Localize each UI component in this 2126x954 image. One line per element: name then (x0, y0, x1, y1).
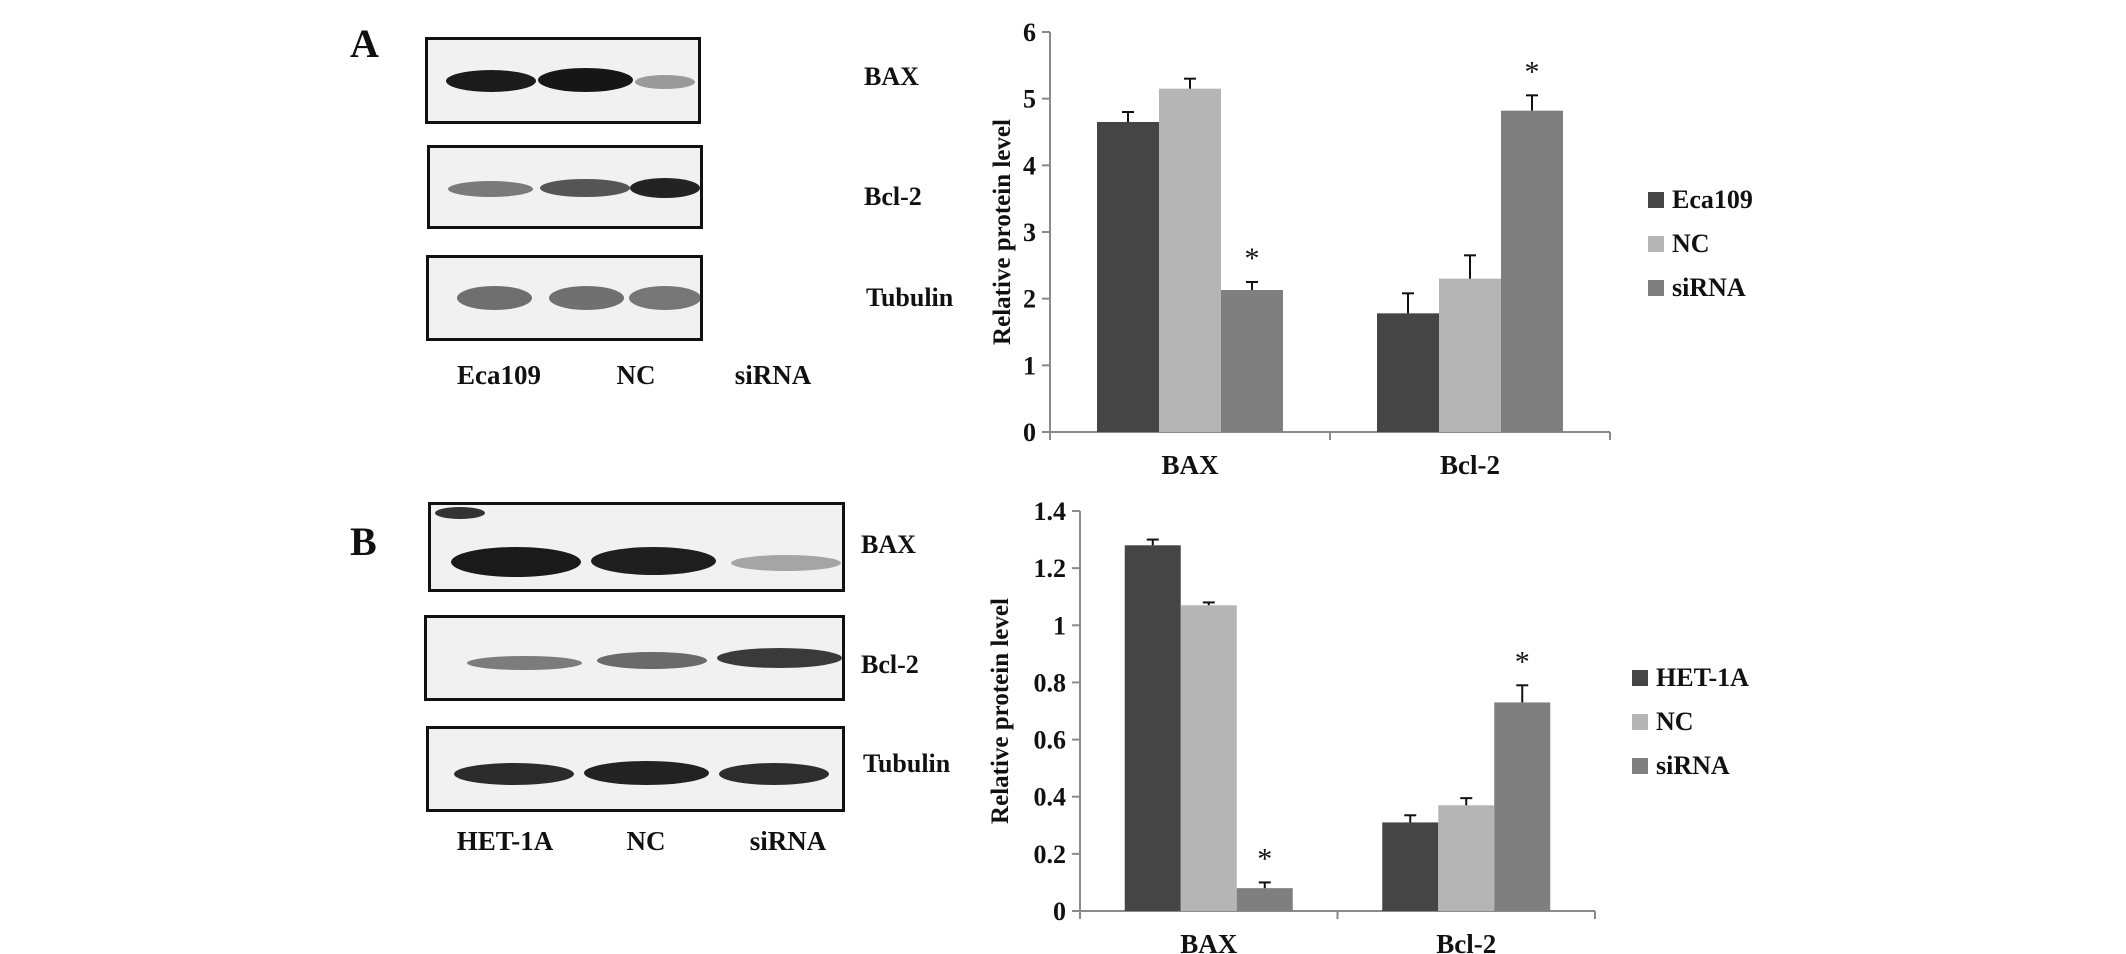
band (457, 286, 532, 310)
x-tick-label: Bcl-2 (1436, 929, 1496, 954)
y-tick-label: 0.2 (1034, 840, 1067, 869)
bar (1097, 122, 1159, 432)
bar (1180, 605, 1237, 911)
legend-label: NC (1672, 229, 1710, 258)
legend-swatch (1632, 758, 1648, 774)
band (454, 763, 574, 785)
y-tick-label: 1.2 (1034, 554, 1067, 583)
y-tick-label: 0.4 (1034, 783, 1067, 812)
band (549, 286, 624, 310)
bar (1159, 88, 1221, 433)
y-tick-label: 1.4 (1034, 497, 1067, 526)
legend-label: Eca109 (1672, 185, 1753, 214)
bar (1439, 278, 1501, 432)
blot-b-bcl2 (424, 615, 845, 701)
band (446, 70, 536, 92)
significance-marker: * (1515, 645, 1530, 678)
lane-label: HET-1A (456, 826, 554, 856)
blot-label-bcl2: Bcl-2 (864, 182, 922, 211)
band (467, 656, 582, 670)
y-tick-label: 2 (1023, 285, 1036, 314)
x-tick-label: BAX (1161, 450, 1219, 480)
blot-label-tubulin: Tubulin (866, 283, 954, 312)
bar (1221, 290, 1283, 432)
lane-label: siRNA (734, 360, 812, 390)
legend-swatch (1648, 236, 1664, 252)
band (538, 68, 633, 92)
band (584, 761, 709, 785)
blot-label-bax: BAX (864, 62, 919, 91)
panel-letter-a: A (350, 21, 379, 66)
blot-a-bcl2 (427, 145, 703, 229)
significance-marker: * (1525, 55, 1540, 88)
band (719, 763, 829, 785)
blot-b-tubulin (426, 726, 845, 812)
legend-swatch (1648, 280, 1664, 296)
y-tick-label: 0 (1053, 897, 1066, 926)
y-tick-label: 4 (1023, 151, 1036, 180)
lane-label: Eca109 (457, 360, 541, 390)
y-tick-label: 1 (1023, 351, 1036, 380)
significance-marker: * (1257, 842, 1272, 875)
x-tick-label: Bcl-2 (1440, 450, 1500, 480)
legend-label: siRNA (1672, 273, 1746, 302)
y-tick-label: 0 (1023, 418, 1036, 447)
bar (1377, 313, 1439, 432)
y-tick-label: 3 (1023, 218, 1036, 247)
bar (1501, 110, 1563, 433)
y-tick-label: 1 (1053, 611, 1066, 640)
bar (1382, 822, 1439, 911)
speck (435, 507, 485, 519)
band (717, 648, 842, 668)
legend-swatch (1632, 670, 1648, 686)
legend-swatch (1648, 192, 1664, 208)
legend-label: NC (1656, 707, 1694, 736)
significance-marker: * (1245, 242, 1260, 275)
legend-label: siRNA (1656, 751, 1730, 780)
band (591, 547, 716, 575)
blot-label-tubulin: Tubulin (863, 749, 951, 778)
blot-a-bax (425, 37, 701, 124)
bar (1236, 888, 1293, 911)
blot-label-bax: BAX (861, 530, 916, 559)
y-tick-label: 0.8 (1034, 668, 1067, 697)
band (629, 286, 700, 310)
bar (1124, 545, 1181, 911)
band (451, 547, 581, 577)
x-tick-label: BAX (1180, 929, 1238, 954)
lane-label: NC (616, 360, 656, 390)
blot-a-tubulin (426, 255, 703, 341)
band (630, 178, 700, 198)
blot-b-bax (428, 502, 845, 592)
y-tick-label: 5 (1023, 85, 1036, 114)
band (731, 555, 841, 571)
panel-letter-b: B (350, 519, 377, 564)
y-axis-label: Relative protein level (987, 598, 1014, 824)
band (448, 181, 533, 197)
band (597, 652, 707, 669)
blot-label-bcl2: Bcl-2 (861, 650, 919, 679)
band (540, 179, 630, 197)
y-tick-label: 0.6 (1034, 726, 1067, 755)
lane-label: NC (626, 826, 666, 856)
bar (1438, 805, 1495, 911)
y-tick-label: 6 (1023, 18, 1036, 47)
lane-label: siRNA (749, 826, 827, 856)
bar (1494, 702, 1551, 911)
y-axis-label: Relative protein level (989, 119, 1016, 345)
band (635, 75, 695, 89)
legend-swatch (1632, 714, 1648, 730)
legend-label: HET-1A (1656, 663, 1749, 692)
